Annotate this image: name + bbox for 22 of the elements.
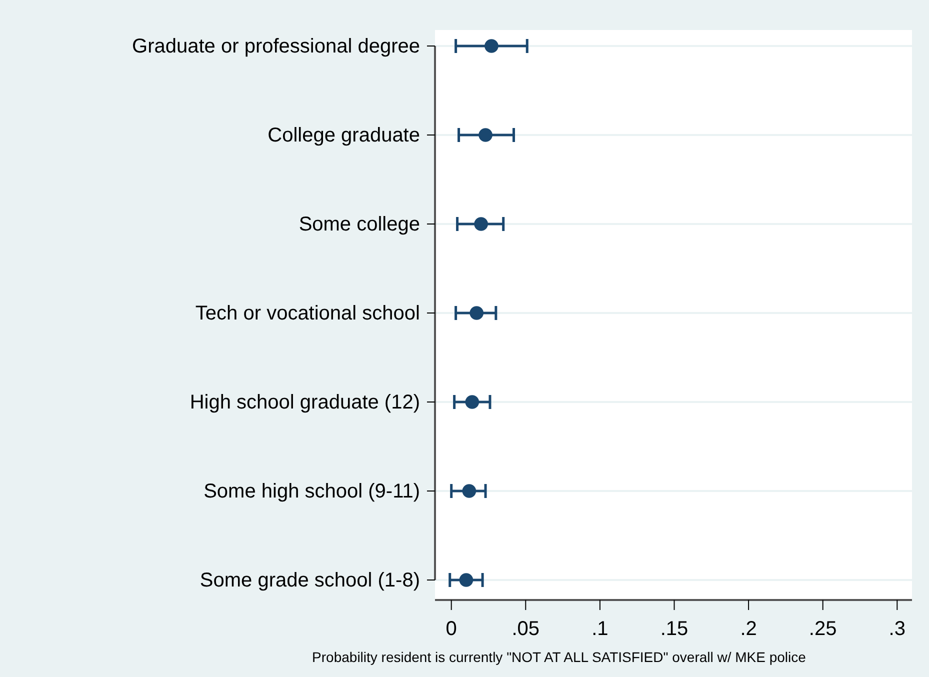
point bbox=[462, 484, 476, 498]
x-tick-label: .25 bbox=[808, 618, 837, 640]
x-tick-label: .2 bbox=[740, 618, 757, 640]
point bbox=[465, 395, 480, 409]
x-tick-label: .05 bbox=[512, 618, 540, 640]
x-tick-label: .15 bbox=[660, 618, 688, 640]
y-tick-label: Some college bbox=[298, 213, 420, 236]
y-tick-label: Tech or vocational school bbox=[195, 302, 420, 324]
y-tick-label: College graduate bbox=[268, 124, 420, 146]
x-axis-title: Probability resident is currently "NOT AT ALL SATISFIED" overall w/ MKE police bbox=[312, 649, 806, 665]
point bbox=[459, 573, 474, 587]
x-tick-label: .1 bbox=[592, 618, 608, 640]
point bbox=[474, 217, 488, 231]
y-tick-label: Some high school (9-11) bbox=[204, 480, 420, 502]
point bbox=[470, 306, 484, 320]
x-tick-label: 0 bbox=[446, 618, 457, 640]
x-tick-label: .3 bbox=[888, 618, 906, 640]
point bbox=[478, 128, 492, 142]
point bbox=[484, 39, 498, 53]
y-tick-label: High school graduate (12) bbox=[190, 391, 420, 414]
y-tick-label: Graduate or professional degree bbox=[132, 35, 420, 58]
y-tick-label: Some grade school (1-8) bbox=[200, 569, 420, 592]
